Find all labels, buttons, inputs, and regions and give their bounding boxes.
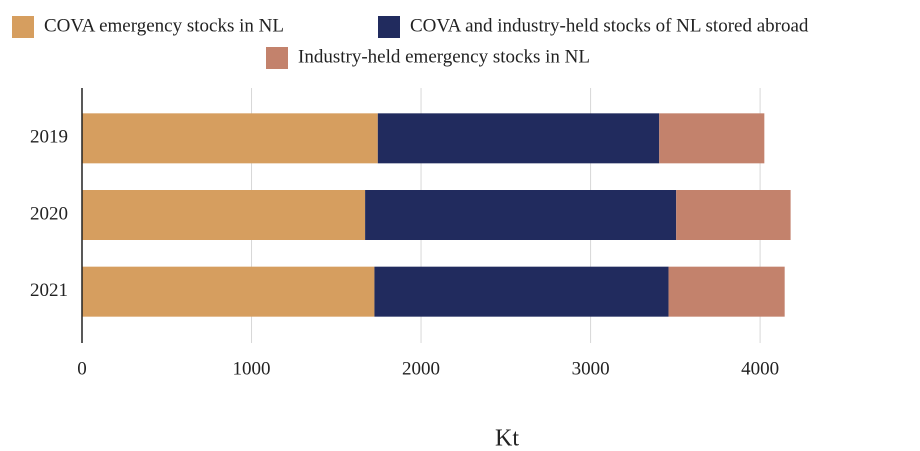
bar-segment [365, 190, 677, 240]
x-tick-label: 3000 [572, 358, 610, 379]
bar-segment [377, 113, 660, 164]
bar-segment [676, 190, 791, 240]
legend-swatch [266, 47, 288, 69]
x-axis-label: Kt [495, 426, 519, 451]
legend-label: COVA emergency stocks in NL [44, 15, 284, 36]
bar-segment [659, 113, 765, 164]
legend-swatch [378, 16, 400, 38]
y-tick-label: 2020 [30, 203, 68, 224]
y-tick-label: 2019 [30, 127, 68, 148]
legend-label: Industry-held emergency stocks in NL [298, 46, 590, 67]
legend-label: COVA and industry-held stocks of NL stor… [410, 15, 809, 36]
bar-segment [82, 113, 378, 164]
x-tick-label: 0 [77, 358, 87, 379]
y-tick-label: 2021 [30, 280, 68, 301]
x-tick-label: 1000 [233, 358, 271, 379]
legend-swatch [12, 16, 34, 38]
bar-segment [82, 190, 366, 240]
bar-segment [668, 266, 785, 317]
x-tick-label: 4000 [741, 358, 779, 379]
bar-segment [374, 266, 669, 317]
x-tick-label: 2000 [402, 358, 440, 379]
bar-segment [82, 266, 375, 317]
